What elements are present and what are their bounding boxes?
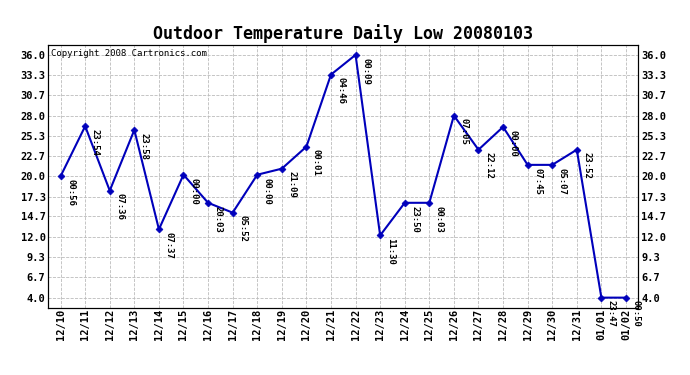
Text: 23:54: 23:54 xyxy=(90,129,100,156)
Text: 23:50: 23:50 xyxy=(411,206,420,232)
Text: 07:36: 07:36 xyxy=(115,194,124,220)
Text: 00:56: 00:56 xyxy=(66,179,75,206)
Text: 21:09: 21:09 xyxy=(287,171,297,198)
Text: 07:05: 07:05 xyxy=(460,118,469,145)
Text: 00:01: 00:01 xyxy=(312,150,321,176)
Text: 22:12: 22:12 xyxy=(484,153,493,179)
Text: 05:52: 05:52 xyxy=(238,216,247,242)
Text: 23:47: 23:47 xyxy=(607,300,616,327)
Text: 11:30: 11:30 xyxy=(386,238,395,265)
Text: 07:37: 07:37 xyxy=(164,232,173,259)
Text: 00:50: 00:50 xyxy=(631,300,640,327)
Text: 00:00: 00:00 xyxy=(263,177,272,204)
Text: 23:52: 23:52 xyxy=(582,153,591,179)
Text: 00:09: 00:09 xyxy=(361,58,370,84)
Title: Outdoor Temperature Daily Low 20080103: Outdoor Temperature Daily Low 20080103 xyxy=(153,24,533,44)
Text: Copyright 2008 Cartronics.com: Copyright 2008 Cartronics.com xyxy=(51,49,207,58)
Text: 20:03: 20:03 xyxy=(214,206,223,232)
Text: 23:58: 23:58 xyxy=(140,133,149,160)
Text: 00:00: 00:00 xyxy=(509,130,518,157)
Text: 00:03: 00:03 xyxy=(435,206,444,232)
Text: 04:46: 04:46 xyxy=(337,77,346,104)
Text: 00:00: 00:00 xyxy=(189,177,198,204)
Text: 05:07: 05:07 xyxy=(558,168,566,195)
Text: 07:45: 07:45 xyxy=(533,168,542,195)
